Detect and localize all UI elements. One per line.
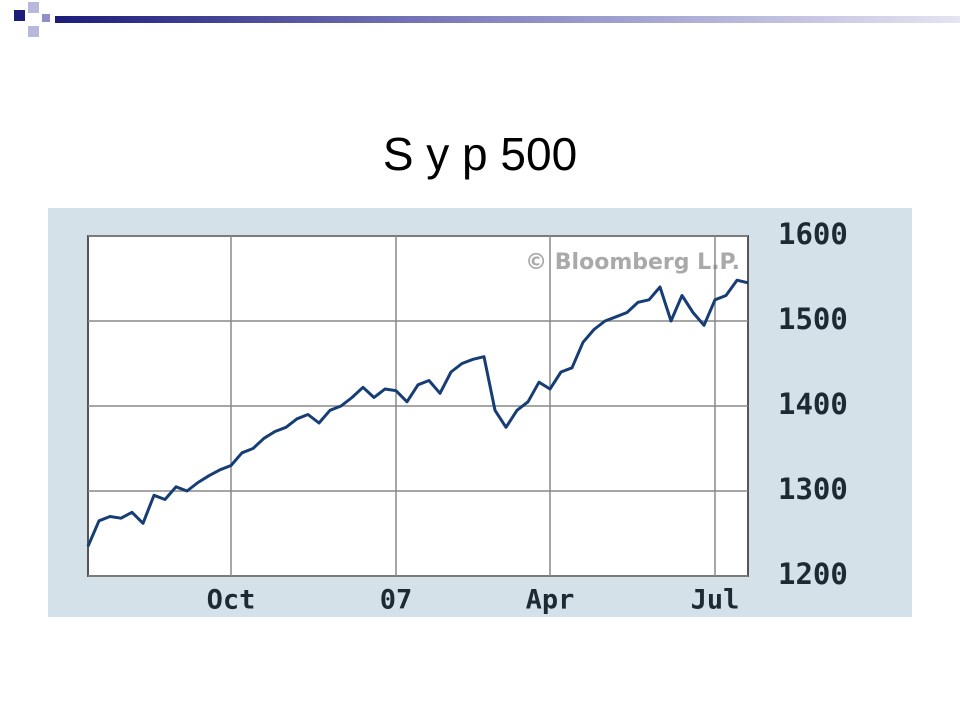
x-tick-label: Jul: [691, 585, 740, 616]
decor-square: [28, 2, 39, 13]
x-tick-label: Oct: [207, 585, 256, 616]
y-tick-label: 1400: [778, 387, 848, 421]
y-tick-label: 1300: [778, 472, 848, 506]
decor-square: [14, 10, 25, 21]
x-tick-label: Apr: [526, 585, 575, 616]
x-tick-label: 07: [380, 585, 413, 616]
y-tick-label: 1200: [778, 557, 848, 591]
watermark: © Bloomberg L.P.: [525, 250, 740, 275]
price-line: [86, 278, 749, 547]
decor-square: [42, 14, 50, 22]
decor-square: [28, 26, 39, 37]
decor-bar: [55, 16, 960, 23]
y-tick-label: 1500: [778, 302, 848, 336]
slide-title: S y p 500: [383, 128, 577, 180]
y-tick-label: 1600: [778, 217, 848, 251]
